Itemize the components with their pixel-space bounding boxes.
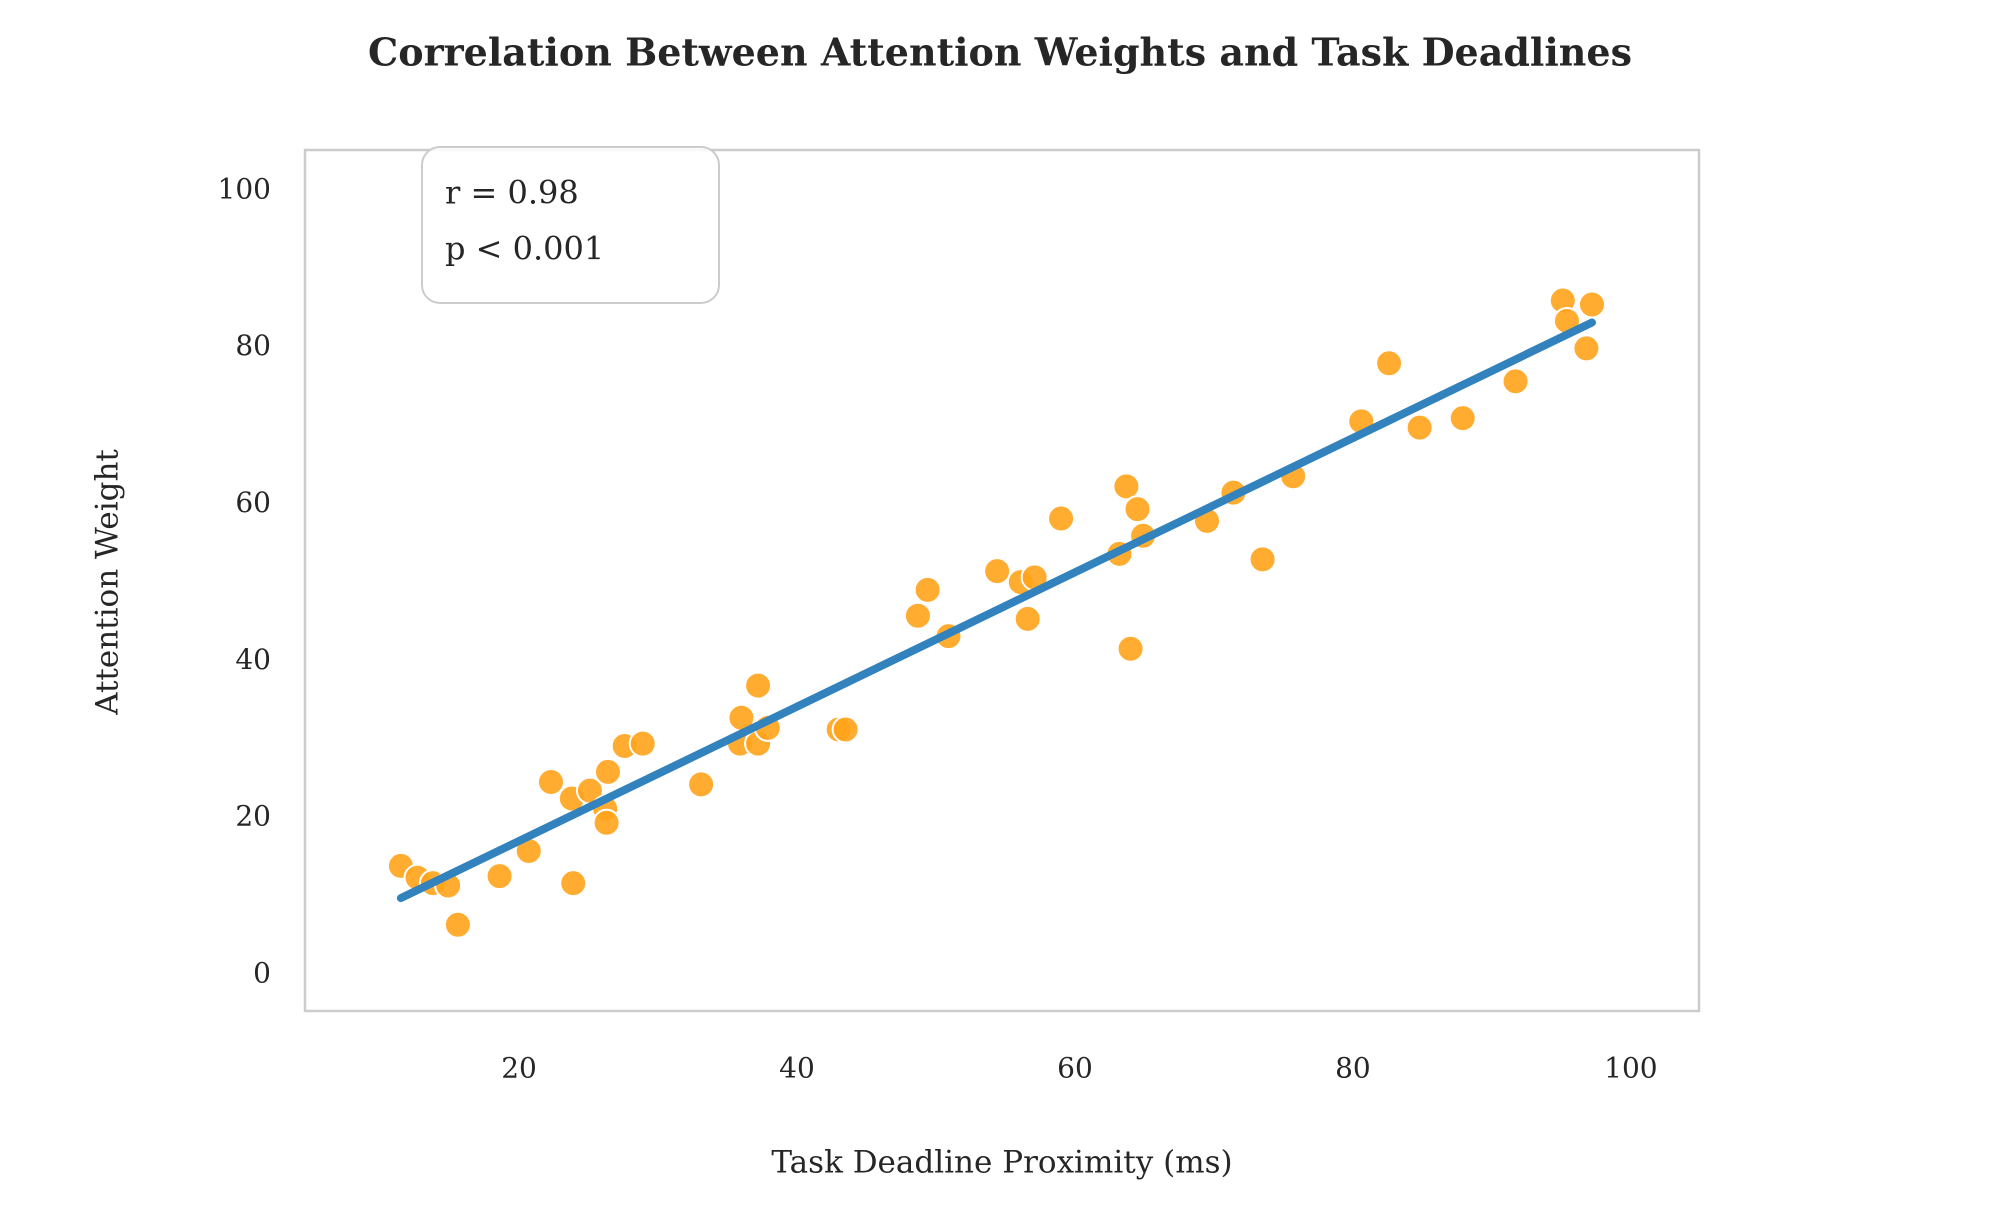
scatter-point — [559, 869, 588, 898]
x-tick-label: 20 — [501, 1052, 537, 1085]
scatter-point — [1047, 504, 1076, 533]
scatter-point — [1577, 290, 1606, 319]
y-tick-label: 0 — [253, 956, 271, 989]
x-axis-label: Task Deadline Proximity (ms) — [771, 1145, 1232, 1181]
x-tick-label: 60 — [1057, 1052, 1093, 1085]
y-axis-label: Attention Weight — [90, 449, 126, 716]
scatter-point — [983, 557, 1012, 586]
scatter-point — [443, 910, 472, 939]
scatter-point — [485, 862, 514, 891]
scatter-point — [1501, 367, 1530, 396]
plot-area — [386, 286, 1606, 939]
scatter-point — [1375, 349, 1404, 378]
scatter-point — [913, 575, 942, 604]
annotation-text: r = 0.98 — [445, 174, 579, 212]
scatter-point — [687, 770, 716, 799]
y-tick-label: 80 — [235, 329, 271, 362]
scatter-point — [1248, 545, 1277, 574]
scatter-point — [1013, 604, 1042, 633]
y-tick-label: 40 — [235, 643, 271, 676]
scatter-point — [592, 808, 621, 837]
scatter-point — [1123, 495, 1152, 524]
y-tick-label: 100 — [218, 172, 271, 205]
annotation-box — [421, 146, 720, 304]
x-tick-label: 40 — [779, 1052, 815, 1085]
y-tick-label: 60 — [235, 486, 271, 519]
chart-title: Correlation Between Attention Weights an… — [368, 30, 1632, 75]
plot-frame — [303, 148, 1701, 1013]
scatter-point — [1112, 472, 1141, 501]
scatter-point — [744, 671, 773, 700]
y-tick-label: 20 — [235, 800, 271, 833]
scatter-point — [1448, 404, 1477, 433]
x-tick-label: 80 — [1335, 1052, 1371, 1085]
x-tick-label: 100 — [1604, 1052, 1657, 1085]
scatter-point — [537, 768, 565, 797]
scatter-point — [903, 601, 932, 630]
scatter-point — [1405, 413, 1434, 442]
scatter-point — [1116, 634, 1145, 663]
scatter-point — [1572, 334, 1601, 363]
scatter-point — [593, 757, 622, 786]
annotation-text: p < 0.001 — [445, 230, 604, 268]
scatter-point — [628, 729, 657, 758]
scatter-point — [831, 715, 860, 744]
regression-line — [396, 318, 1596, 903]
